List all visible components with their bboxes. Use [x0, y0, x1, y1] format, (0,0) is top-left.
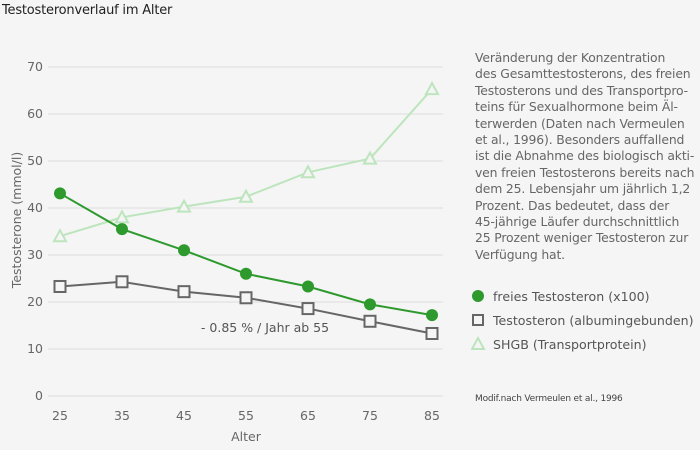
description-line: teins für Sexualhormone beim Äl-	[475, 99, 678, 115]
data-point-triangle	[300, 164, 316, 179]
y-axis-label: Testosterone (mmol/l)	[9, 152, 24, 289]
data-point-triangle	[114, 209, 130, 224]
triangle-marker-icon	[470, 335, 487, 352]
annotations: - 0.85 % / Jahr ab 55	[201, 320, 329, 335]
description-line: ist die Abnahme des biologisch akti-	[475, 148, 695, 164]
data-point-circle	[426, 309, 438, 322]
series-albumin-testosterone	[53, 275, 439, 340]
series-group	[52, 81, 440, 340]
legend-item-albumin-testosterone: Testosteron (albumingebunden)	[471, 308, 694, 332]
description-line: et al., 1996). Besonders auffallend	[475, 132, 685, 148]
y-tick-label: 60	[27, 106, 43, 121]
data-point-circle	[178, 244, 190, 257]
gridlines	[48, 66, 443, 397]
y-tick-label: 20	[27, 294, 43, 309]
data-point-triangle	[362, 150, 378, 165]
x-tick-label: 35	[114, 408, 130, 423]
x-tick-label: 45	[176, 408, 192, 423]
data-point-triangle	[176, 198, 192, 213]
data-point-square	[53, 279, 67, 293]
description-line: dem 25. Lebensjahr um jährlich 1,2	[475, 181, 691, 197]
x-tick-label: 65	[300, 408, 316, 423]
series-free-testosterone	[54, 187, 438, 322]
description-line: Testosterons und des Transportpro-	[475, 82, 688, 98]
data-point-circle	[240, 267, 252, 280]
data-point-triangle	[52, 228, 68, 243]
legend-label: SHGB (Transportprotein)	[493, 336, 647, 352]
description-line: terwerden (Daten nach Vermeulen	[475, 115, 685, 131]
source-note: Modif.nach Vermeulen et al., 1996	[475, 394, 623, 404]
data-point-square	[177, 285, 191, 299]
data-point-triangle	[238, 188, 254, 203]
description-line: Verfügung hat.	[475, 246, 565, 262]
y-tick-label: 70	[27, 59, 43, 74]
description-line: des Gesamttestosterons, des freien	[475, 66, 691, 82]
description-line: Veränderung der Konzentration	[475, 50, 666, 65]
chart-title: Testosteronverlauf im Alter	[2, 3, 173, 18]
data-point-circle	[116, 223, 128, 236]
data-point-square	[239, 291, 253, 305]
description-text: Veränderung der Konzentration des Gesamtt…	[475, 50, 697, 263]
data-point-square	[301, 302, 315, 316]
y-axis-ticks: 0 10 20 30 40 50 60 70	[27, 59, 43, 403]
y-tick-label: 30	[27, 247, 43, 262]
data-point-triangle	[424, 81, 440, 96]
data-point-square	[115, 275, 129, 289]
x-axis-label: Alter	[231, 429, 262, 444]
x-axis-ticks: 25 35 45 55 65 75 85	[52, 408, 440, 423]
data-point-square	[425, 326, 439, 340]
x-tick-label: 25	[52, 408, 68, 423]
square-marker-icon	[471, 312, 487, 328]
data-point-circle	[54, 187, 66, 200]
y-tick-label: 50	[27, 153, 43, 168]
circle-marker-icon	[471, 288, 487, 304]
y-tick-label: 40	[27, 200, 43, 215]
x-tick-label: 85	[424, 408, 440, 423]
legend-item-shgb: SHGB (Transportprotein)	[470, 332, 694, 356]
y-tick-label: 10	[27, 341, 43, 356]
description-line: 45-jährige Läufer durchschnittlich	[475, 214, 680, 230]
series-shgb	[52, 81, 440, 243]
annotation-text: - 0.85 % / Jahr ab 55	[201, 320, 329, 335]
description-line: ven freien Testosterons bereits nach	[475, 164, 695, 180]
y-tick-label: 0	[35, 388, 43, 403]
data-point-circle	[302, 280, 314, 293]
x-tick-label: 55	[238, 408, 254, 423]
x-tick-label: 75	[362, 408, 378, 423]
legend: freies Testosteron (x100) Testosteron (a…	[470, 284, 694, 356]
data-point-square	[363, 314, 377, 328]
data-point-circle	[364, 298, 376, 311]
legend-item-free-testosterone: freies Testosteron (x100)	[471, 284, 694, 308]
legend-label: freies Testosteron (x100)	[493, 288, 650, 304]
description-line: 25 Prozent weniger Testosteron zur	[475, 230, 689, 246]
description-line: Prozent. Das bedeutet, dass der	[475, 197, 670, 213]
legend-label: Testosteron (albumingebunden)	[493, 312, 694, 328]
